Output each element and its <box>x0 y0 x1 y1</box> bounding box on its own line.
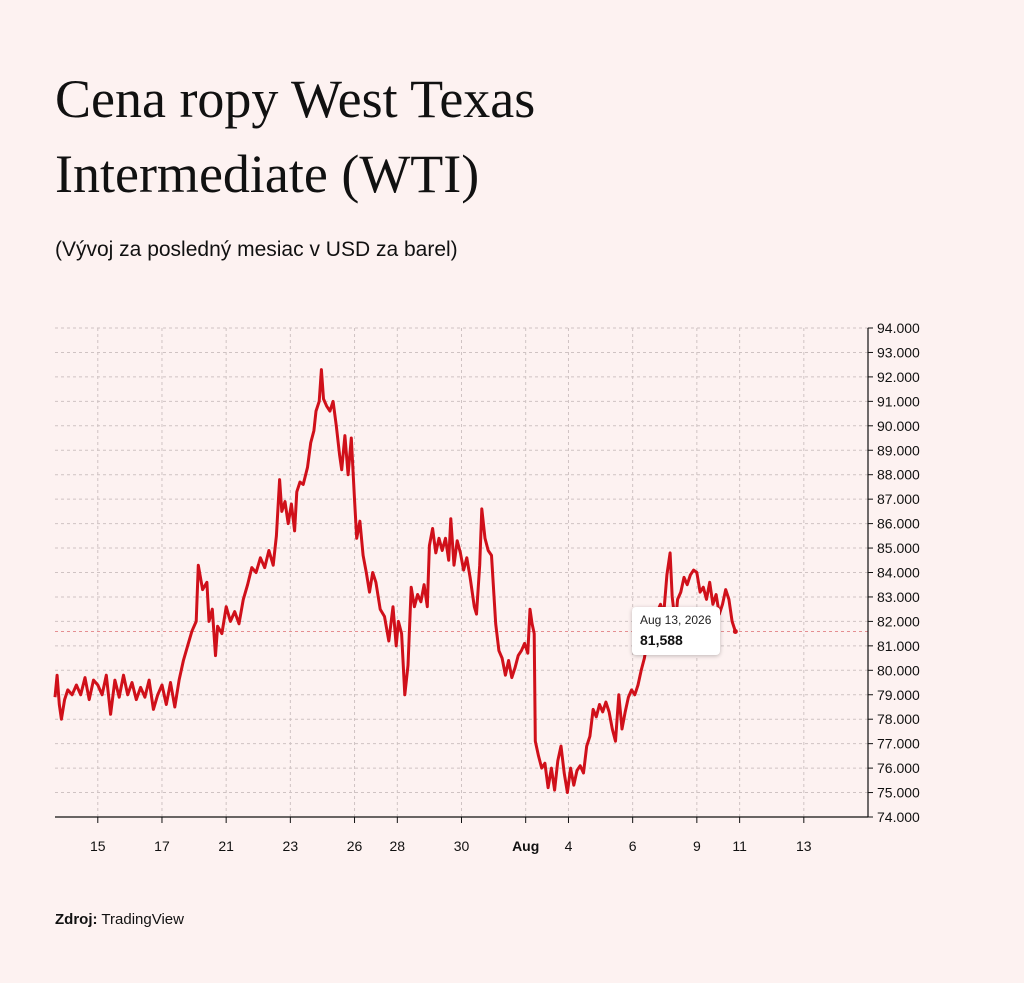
x-tick-label: 30 <box>454 838 470 854</box>
x-tick-label: 21 <box>218 838 234 854</box>
y-tick-label: 93.000 <box>877 344 920 360</box>
y-tick-label: 79.000 <box>877 687 920 703</box>
price-tooltip: Aug 13, 2026 81,588 <box>632 607 721 655</box>
y-tick-label: 74.000 <box>877 809 920 825</box>
source-label: Zdroj: <box>55 911 98 928</box>
y-tick-label: 89.000 <box>877 442 920 458</box>
source-note: Zdroj: TradingView <box>55 911 184 928</box>
y-tick-label: 94.000 <box>877 320 920 336</box>
last-point-marker <box>732 628 738 634</box>
y-tick-label: 90.000 <box>877 418 920 434</box>
y-tick-label: 83.000 <box>877 589 920 605</box>
chart-title: Cena ropy West Texas Intermediate (WTI) <box>55 69 536 204</box>
y-tick-label: 91.000 <box>877 393 920 409</box>
tooltip-value: 81,588 <box>640 632 683 648</box>
y-tick-label: 87.000 <box>877 491 920 507</box>
x-tick-label: 11 <box>732 838 747 854</box>
y-tick-label: 92.000 <box>877 369 920 385</box>
y-tick-label: 75.000 <box>877 785 920 801</box>
y-tick-label: 77.000 <box>877 736 920 752</box>
grid-lines <box>55 327 868 818</box>
y-tick-label: 78.000 <box>877 711 920 727</box>
y-tick-label: 80.000 <box>877 662 920 678</box>
y-tick-label: 86.000 <box>877 516 920 532</box>
y-axis-ticks: 94.000 93.000 92.000 91.000 90.000 89.000 88.0… <box>868 320 920 825</box>
x-tick-label: 4 <box>565 838 573 854</box>
x-tick-label: 17 <box>154 838 170 854</box>
y-tick-label: 76.000 <box>877 760 920 776</box>
x-tick-label: 15 <box>90 838 106 854</box>
y-tick-label: 88.000 <box>877 467 920 483</box>
x-tick-label: 9 <box>693 838 701 854</box>
x-tick-label: 26 <box>347 838 363 854</box>
y-tick-label: 82.000 <box>877 613 920 629</box>
x-tick-label: 13 <box>796 838 812 854</box>
y-tick-label: 85.000 <box>877 540 920 556</box>
y-tick-label: 81.000 <box>877 638 920 654</box>
x-tick-label: 6 <box>629 838 637 854</box>
tooltip-date: Aug 13, 2026 <box>640 613 712 627</box>
series-line-wti <box>53 368 737 794</box>
x-tick-label: 23 <box>283 838 299 854</box>
chart-subtitle: (Vývoj za posledný mesiac v USD za barel… <box>55 238 458 261</box>
y-tick-label: 84.000 <box>877 565 920 581</box>
x-tick-label: Aug <box>512 838 539 854</box>
x-tick-label: 28 <box>390 838 406 854</box>
x-axis-ticks: 15 17 21 23 26 28 30 Aug 4 6 9 11 13 <box>90 817 812 854</box>
source-name: TradingView <box>101 911 184 928</box>
